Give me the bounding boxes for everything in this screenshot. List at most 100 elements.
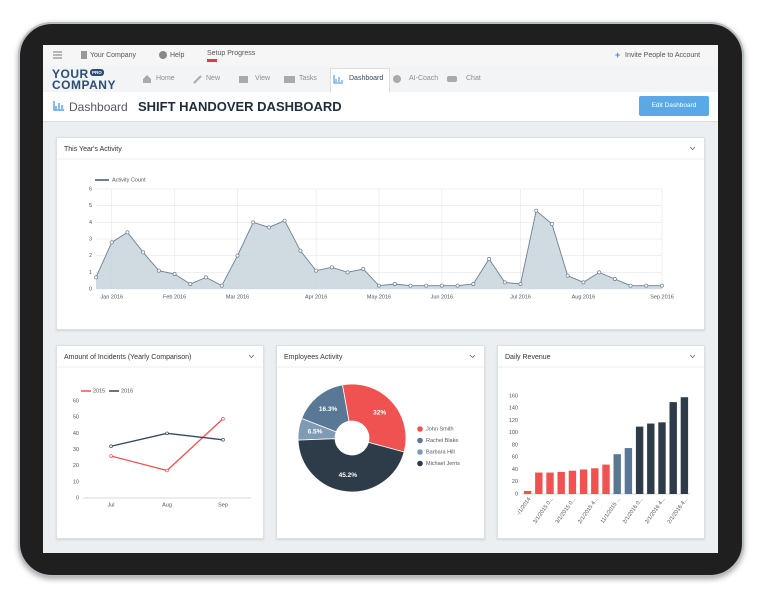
collapse-chevron[interactable] bbox=[248, 354, 255, 359]
point bbox=[329, 265, 334, 270]
nav-item[interactable]: Tasks bbox=[299, 75, 317, 82]
nav-item[interactable]: AI-Coach bbox=[409, 75, 439, 82]
y-tick-label: 140 bbox=[509, 406, 518, 412]
section-name: Dashboard bbox=[69, 100, 128, 114]
point bbox=[172, 272, 177, 276]
x-tick-label: Apr 2016 bbox=[305, 294, 327, 300]
collapse-chevron[interactable] bbox=[469, 354, 476, 359]
point bbox=[361, 267, 366, 271]
page-header: Dashboard SHIFT HANDOVER DASHBOARD Edit … bbox=[43, 92, 718, 122]
x-tick-label: Sep bbox=[218, 502, 228, 508]
y-tick-label: 60 bbox=[512, 455, 518, 461]
line bbox=[110, 418, 224, 472]
x-tick-label: Aug 2016 bbox=[572, 294, 596, 300]
dashboard-title: SHIFT HANDOVER DASHBOARD bbox=[138, 99, 342, 114]
x-tick-label: 11/1/2015 ... bbox=[600, 496, 622, 525]
legend-label: 2015 bbox=[93, 388, 105, 394]
point bbox=[314, 268, 319, 273]
y-tick-label: 60 bbox=[73, 398, 79, 404]
x-tick-label: 2/1/2016 0... bbox=[622, 496, 645, 525]
point bbox=[455, 283, 460, 288]
nav-icons bbox=[143, 75, 457, 84]
bar bbox=[568, 470, 577, 494]
y-tick-label: 0 bbox=[515, 491, 518, 497]
bar bbox=[647, 423, 655, 494]
bar bbox=[624, 448, 633, 494]
point bbox=[502, 280, 507, 285]
point bbox=[221, 417, 225, 421]
y-tick-label: 160 bbox=[509, 393, 518, 399]
bar bbox=[680, 397, 689, 494]
x-tick-label: Jun 2016 bbox=[431, 294, 454, 300]
y-tick-label: 4 bbox=[89, 220, 92, 226]
y-tick-label: 120 bbox=[509, 418, 518, 424]
legend-swatch bbox=[417, 460, 423, 467]
revenue-chart: Daily Revenue 0 20 40 60 80 100 120 140 160 -/1/20… bbox=[498, 354, 704, 525]
y-tick-label: 10 bbox=[73, 479, 79, 485]
slice-label: 32% bbox=[373, 409, 386, 416]
menu-icon[interactable] bbox=[53, 51, 62, 59]
invite-link[interactable]: Invite People to Account bbox=[625, 52, 701, 59]
nav-item[interactable]: View bbox=[255, 75, 271, 82]
activity-chart: This Year's Activity 0 1 2 3 4 5 6 Jan 2016 Feb 2… bbox=[57, 146, 704, 300]
setup-progress[interactable]: Setup Progress bbox=[207, 50, 256, 57]
collapse-chevron[interactable] bbox=[689, 146, 696, 151]
point bbox=[549, 222, 554, 226]
point bbox=[251, 220, 256, 225]
point bbox=[487, 257, 492, 261]
bar bbox=[546, 472, 554, 494]
company-icon bbox=[81, 51, 87, 59]
point bbox=[221, 438, 225, 442]
point bbox=[439, 283, 444, 288]
edit-dashboard-button[interactable]: Edit Dashboard bbox=[639, 96, 709, 116]
y-tick-label: 3 bbox=[89, 236, 92, 242]
bar bbox=[579, 469, 588, 494]
point bbox=[534, 208, 539, 213]
x-tick-label: May 2016 bbox=[367, 294, 391, 300]
point bbox=[612, 277, 617, 281]
area-fill bbox=[96, 210, 662, 289]
legend-swatch bbox=[417, 426, 423, 432]
point bbox=[628, 283, 633, 288]
point bbox=[165, 468, 169, 473]
point bbox=[204, 275, 209, 280]
x-tick-label: Aug bbox=[162, 502, 172, 508]
point bbox=[565, 273, 570, 278]
card: Amount of Incidents (Yearly Comparison) 0… bbox=[56, 345, 264, 539]
logo-badge: PRO bbox=[90, 69, 104, 76]
chart-title: This Year's Activity bbox=[64, 146, 122, 153]
y-tick-label: 1 bbox=[89, 270, 92, 276]
legend-label: John Smith bbox=[426, 426, 454, 432]
nav-item[interactable]: New bbox=[206, 75, 221, 82]
chart-title: Amount of Incidents (Yearly Comparison) bbox=[64, 354, 191, 361]
incidents-chart: Amount of Incidents (Yearly Comparison) 0… bbox=[57, 354, 263, 508]
x-tick-label: 2/1/2016 4... bbox=[667, 496, 690, 525]
point bbox=[165, 431, 169, 436]
bar bbox=[658, 422, 666, 494]
company-menu[interactable]: Your Company bbox=[90, 52, 137, 59]
legend-label: 2016 bbox=[121, 388, 133, 394]
donut-slice bbox=[341, 383, 407, 453]
point bbox=[109, 454, 113, 458]
point bbox=[125, 230, 130, 235]
point bbox=[282, 218, 287, 223]
nav-item[interactable]: Chat bbox=[466, 75, 481, 82]
point bbox=[219, 283, 224, 288]
card: This Year's Activity 0 1 2 3 4 5 6 Jan 2016 Feb 2… bbox=[56, 137, 705, 330]
collapse-chevron[interactable] bbox=[689, 354, 696, 359]
nav-item[interactable]: Home bbox=[156, 75, 175, 82]
slice-label: 6.5% bbox=[308, 429, 323, 436]
nav-item[interactable]: Dashboard bbox=[349, 75, 384, 82]
y-tick-label: 20 bbox=[512, 479, 518, 485]
bar bbox=[602, 464, 610, 494]
point bbox=[392, 282, 397, 286]
point bbox=[266, 225, 271, 230]
y-tick-label: 2 bbox=[89, 253, 92, 259]
dashboard-icon bbox=[53, 101, 64, 111]
y-tick-label: 100 bbox=[509, 430, 518, 436]
nav-bar: YOUR PRO COMPANY Home New View Tasks Das… bbox=[43, 66, 718, 93]
x-tick-label: Jul bbox=[107, 502, 114, 508]
help-menu[interactable]: Help bbox=[170, 52, 185, 59]
point bbox=[156, 268, 161, 273]
y-tick-label: 80 bbox=[512, 442, 518, 448]
